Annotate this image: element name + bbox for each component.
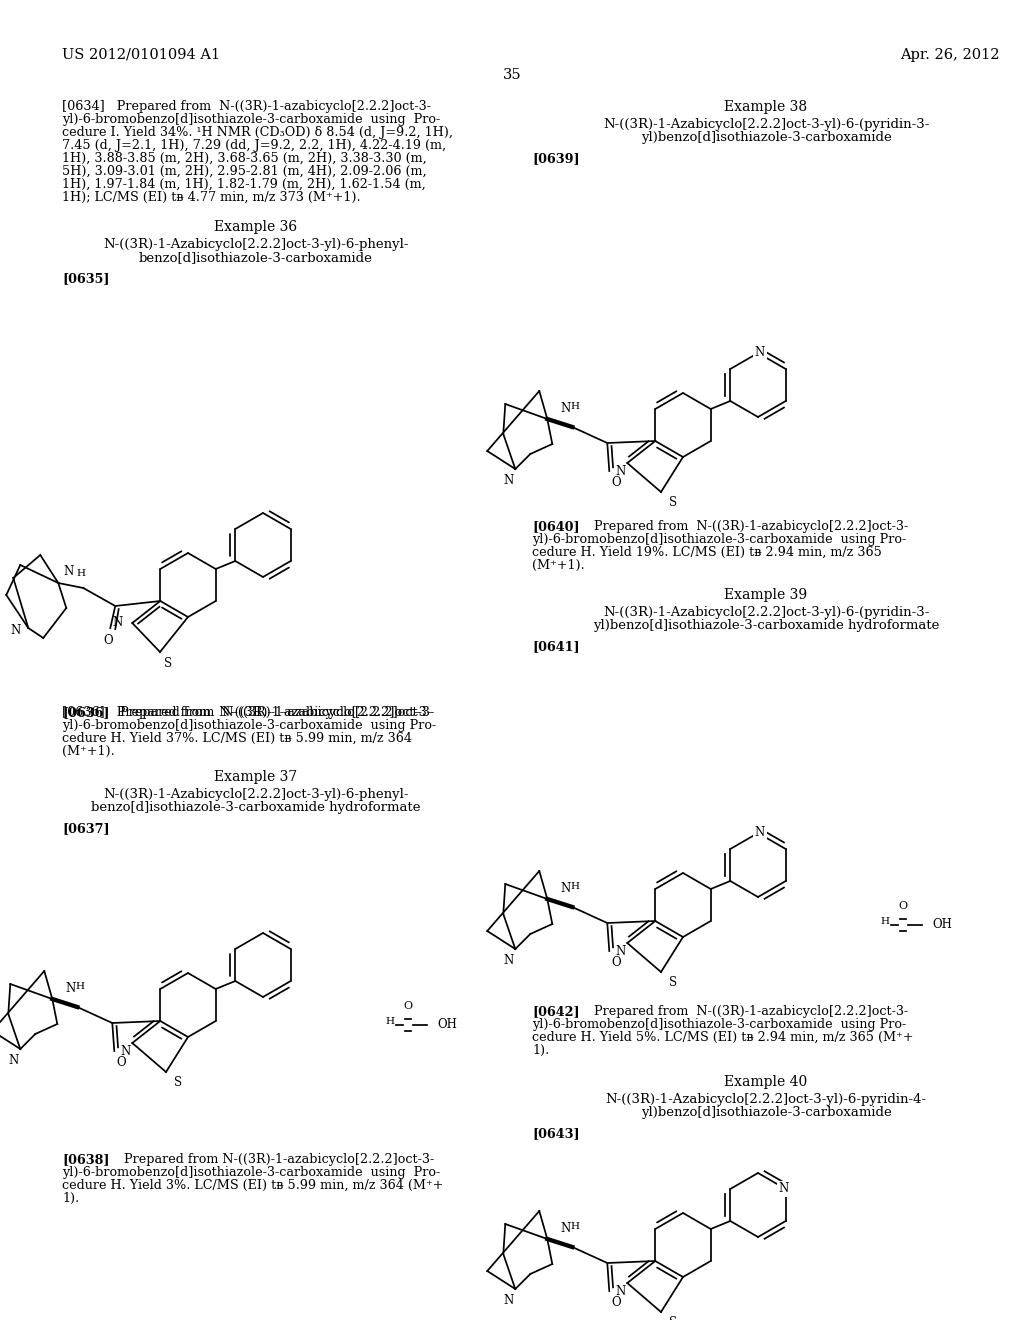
Text: yl)-6-bromobenzo[d]isothiazole-3-carboxamide  using  Pro-: yl)-6-bromobenzo[d]isothiazole-3-carboxa…: [62, 1166, 440, 1179]
Text: N: N: [503, 474, 513, 487]
Text: [0636]   Prepared from  N-((3R)-1-azabicyclo[2.2.2]oct-3-: [0636] Prepared from N-((3R)-1-azabicycl…: [62, 706, 431, 719]
Text: N: N: [778, 1183, 788, 1196]
Text: 1H); LC/MS (EI) tᴃ 4.77 min, m/z 373 (M⁺+1).: 1H); LC/MS (EI) tᴃ 4.77 min, m/z 373 (M⁺…: [62, 191, 360, 205]
Text: N-((3R)-1-Azabicyclo[2.2.2]oct-3-yl)-6-phenyl-: N-((3R)-1-Azabicyclo[2.2.2]oct-3-yl)-6-p…: [103, 788, 409, 801]
Text: N: N: [755, 826, 765, 840]
Text: 1H), 3.88-3.85 (m, 2H), 3.68-3.65 (m, 2H), 3.38-3.30 (m,: 1H), 3.88-3.85 (m, 2H), 3.68-3.65 (m, 2H…: [62, 152, 427, 165]
Text: Prepared from  N-((3R)-1-azabicyclo[2.2.2]oct-3-: Prepared from N-((3R)-1-azabicyclo[2.2.2…: [582, 1005, 908, 1018]
Text: N-((3R)-1-Azabicyclo[2.2.2]oct-3-yl)-6-phenyl-: N-((3R)-1-Azabicyclo[2.2.2]oct-3-yl)-6-p…: [103, 238, 409, 251]
Text: Example 40: Example 40: [724, 1074, 808, 1089]
Text: yl)-6-bromobenzo[d]isothiazole-3-carboxamide  using Pro-: yl)-6-bromobenzo[d]isothiazole-3-carboxa…: [62, 719, 436, 733]
Text: cedure H. Yield 3%. LC/MS (EI) tᴃ 5.99 min, m/z 364 (M⁺+: cedure H. Yield 3%. LC/MS (EI) tᴃ 5.99 m…: [62, 1179, 443, 1192]
Text: 5H), 3.09-3.01 (m, 2H), 2.95-2.81 (m, 4H), 2.09-2.06 (m,: 5H), 3.09-3.01 (m, 2H), 2.95-2.81 (m, 4H…: [62, 165, 427, 178]
Text: O: O: [117, 1056, 126, 1069]
Text: N: N: [503, 1294, 513, 1307]
Text: [0635]: [0635]: [62, 272, 110, 285]
Text: N: N: [615, 945, 626, 958]
Text: cedure H. Yield 19%. LC/MS (EI) tᴃ 2.94 min, m/z 365: cedure H. Yield 19%. LC/MS (EI) tᴃ 2.94 …: [532, 546, 882, 558]
Text: N: N: [615, 1284, 626, 1298]
Text: [0641]: [0641]: [532, 640, 580, 653]
Text: 1).: 1).: [62, 1192, 79, 1205]
Text: Apr. 26, 2012: Apr. 26, 2012: [900, 48, 1000, 62]
Text: N: N: [503, 954, 513, 968]
Text: O: O: [898, 902, 907, 911]
Text: S: S: [669, 496, 677, 510]
Text: Example 38: Example 38: [724, 100, 808, 114]
Text: Prepared from  N-((3R)-1-azabicyclo[2.2.2]oct-3-: Prepared from N-((3R)-1-azabicyclo[2.2.2…: [112, 706, 434, 719]
Text: OH: OH: [932, 917, 952, 931]
Text: O: O: [403, 1001, 413, 1011]
Text: yl)-6-bromobenzo[d]isothiazole-3-carboxamide  using Pro-: yl)-6-bromobenzo[d]isothiazole-3-carboxa…: [532, 533, 906, 546]
Text: [0639]: [0639]: [532, 152, 580, 165]
Text: N: N: [10, 623, 20, 636]
Text: benzo[d]isothiazole-3-carboxamide hydroformate: benzo[d]isothiazole-3-carboxamide hydrof…: [91, 801, 421, 814]
Text: [0640]: [0640]: [532, 520, 580, 533]
Text: N: N: [66, 982, 76, 995]
Text: yl)benzo[d]isothiazole-3-carboxamide hydroformate: yl)benzo[d]isothiazole-3-carboxamide hyd…: [593, 619, 939, 632]
Text: (M⁺+1).: (M⁺+1).: [62, 744, 115, 758]
Text: Prepared from  N-((3R)-1-azabicyclo[2.2.2]oct-3-: Prepared from N-((3R)-1-azabicyclo[2.2.2…: [582, 520, 908, 533]
Text: cedure H. Yield 5%. LC/MS (EI) tᴃ 2.94 min, m/z 365 (M⁺+: cedure H. Yield 5%. LC/MS (EI) tᴃ 2.94 m…: [532, 1031, 913, 1044]
Text: N-((3R)-1-Azabicyclo[2.2.2]oct-3-yl)-6-pyridin-4-: N-((3R)-1-Azabicyclo[2.2.2]oct-3-yl)-6-p…: [605, 1093, 927, 1106]
Text: N: N: [8, 1053, 18, 1067]
Text: N-((3R)-1-Azabicyclo[2.2.2]oct-3-yl)-6-(pyridin-3-: N-((3R)-1-Azabicyclo[2.2.2]oct-3-yl)-6-(…: [603, 606, 929, 619]
Text: (M⁺+1).: (M⁺+1).: [532, 558, 585, 572]
Text: US 2012/0101094 A1: US 2012/0101094 A1: [62, 48, 220, 62]
Text: cedure H. Yield 37%. LC/MS (EI) tᴃ 5.99 min, m/z 364: cedure H. Yield 37%. LC/MS (EI) tᴃ 5.99 …: [62, 733, 412, 744]
Text: yl)-6-bromobenzo[d]isothiazole-3-carboxamide  using  Pro-: yl)-6-bromobenzo[d]isothiazole-3-carboxa…: [62, 114, 440, 125]
Text: [0638]: [0638]: [62, 1152, 110, 1166]
Text: N: N: [560, 403, 570, 414]
Text: [0636]: [0636]: [62, 706, 110, 719]
Text: N: N: [63, 565, 74, 578]
Text: [0637]: [0637]: [62, 822, 110, 836]
Text: yl)benzo[d]isothiazole-3-carboxamide: yl)benzo[d]isothiazole-3-carboxamide: [641, 131, 891, 144]
Text: yl)-6-bromobenzo[d]isothiazole-3-carboxamide  using Pro-: yl)-6-bromobenzo[d]isothiazole-3-carboxa…: [532, 1018, 906, 1031]
Text: H: H: [385, 1018, 394, 1027]
Text: H: H: [570, 403, 580, 411]
Text: H: H: [570, 882, 580, 891]
Text: OH: OH: [437, 1018, 457, 1031]
Text: 35: 35: [503, 69, 521, 82]
Text: H: H: [570, 1222, 580, 1232]
Text: Example 37: Example 37: [214, 770, 298, 784]
Text: 7.45 (d, J=2.1, 1H), 7.29 (dd, J=9.2, 2.2, 1H), 4.22-4.19 (m,: 7.45 (d, J=2.1, 1H), 7.29 (dd, J=9.2, 2.…: [62, 139, 446, 152]
Text: H: H: [881, 917, 890, 927]
Text: N: N: [560, 882, 570, 895]
Text: N: N: [615, 465, 626, 478]
Text: N-((3R)-1-Azabicyclo[2.2.2]oct-3-yl)-6-(pyridin-3-: N-((3R)-1-Azabicyclo[2.2.2]oct-3-yl)-6-(…: [603, 117, 929, 131]
Text: 1).: 1).: [532, 1044, 549, 1057]
Text: N: N: [112, 615, 122, 628]
Text: S: S: [669, 1316, 677, 1320]
Text: O: O: [103, 634, 113, 647]
Text: S: S: [669, 975, 677, 989]
Text: Prepared from N-((3R)-1-azabicyclo[2.2.2]oct-3-: Prepared from N-((3R)-1-azabicyclo[2.2.2…: [112, 1152, 434, 1166]
Text: 1H), 1.97-1.84 (m, 1H), 1.82-1.79 (m, 2H), 1.62-1.54 (m,: 1H), 1.97-1.84 (m, 1H), 1.82-1.79 (m, 2H…: [62, 178, 426, 191]
Text: Example 36: Example 36: [214, 220, 298, 234]
Text: N: N: [120, 1045, 130, 1059]
Text: O: O: [611, 477, 621, 488]
Text: [0643]: [0643]: [532, 1127, 580, 1140]
Text: N: N: [755, 346, 765, 359]
Text: [0634]   Prepared from  N-((3R)-1-azabicyclo[2.2.2]oct-3-: [0634] Prepared from N-((3R)-1-azabicycl…: [62, 100, 431, 114]
Text: O: O: [611, 1296, 621, 1309]
Text: benzo[d]isothiazole-3-carboxamide: benzo[d]isothiazole-3-carboxamide: [139, 251, 373, 264]
Text: cedure I. Yield 34%. ¹H NMR (CD₃OD) δ 8.54 (d, J=9.2, 1H),: cedure I. Yield 34%. ¹H NMR (CD₃OD) δ 8.…: [62, 125, 453, 139]
Text: Example 39: Example 39: [724, 587, 808, 602]
Text: yl)benzo[d]isothiazole-3-carboxamide: yl)benzo[d]isothiazole-3-carboxamide: [641, 1106, 891, 1119]
Text: H: H: [77, 569, 86, 578]
Text: S: S: [164, 657, 172, 671]
Text: H: H: [76, 982, 85, 991]
Text: [0642]: [0642]: [532, 1005, 580, 1018]
Text: O: O: [611, 956, 621, 969]
Text: N: N: [560, 1222, 570, 1236]
Text: S: S: [174, 1076, 182, 1089]
